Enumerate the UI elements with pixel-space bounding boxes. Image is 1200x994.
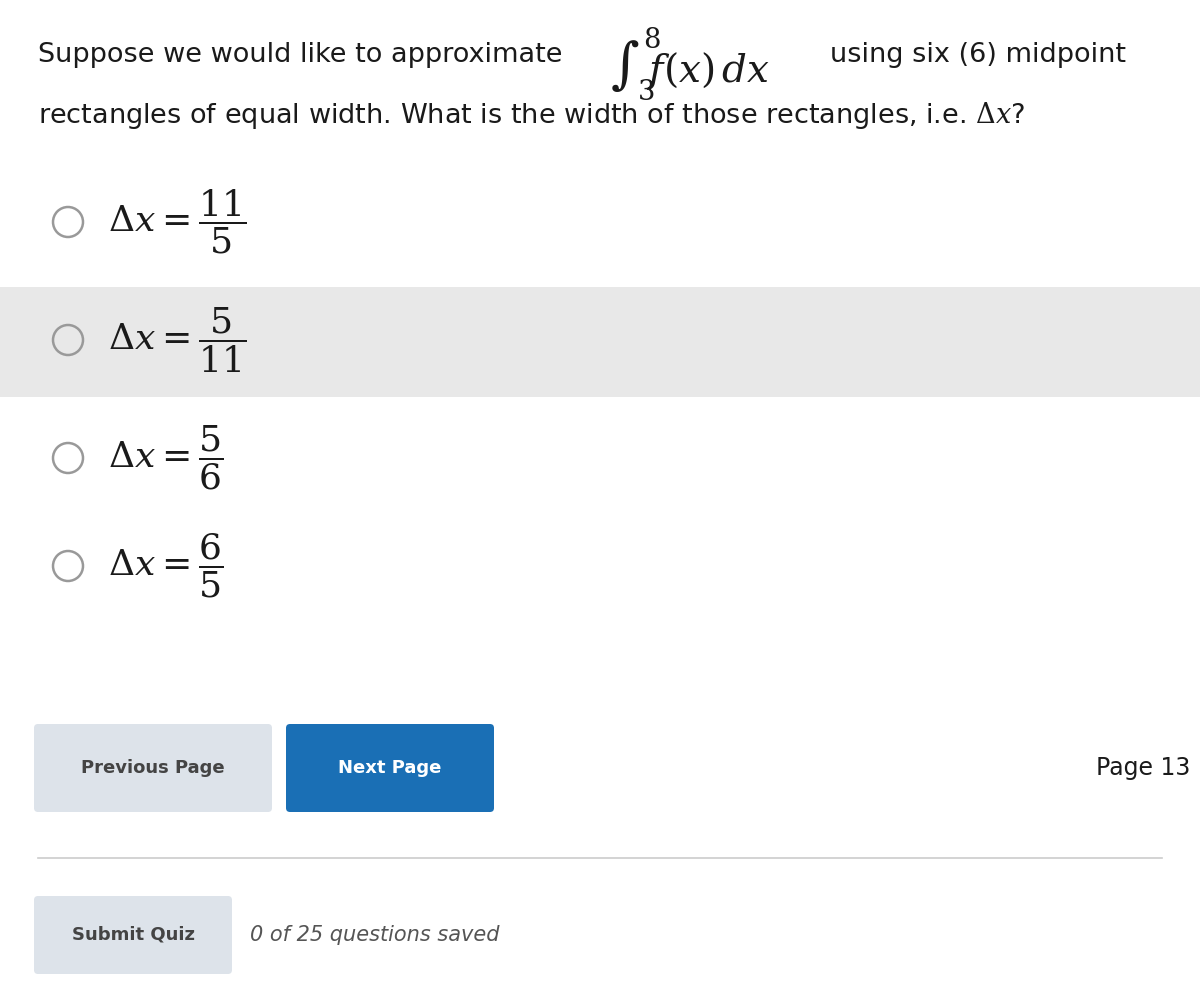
Text: Next Page: Next Page [338,759,442,777]
Text: Suppose we would like to approximate: Suppose we would like to approximate [38,42,563,68]
Text: Page 13: Page 13 [1096,756,1190,780]
FancyBboxPatch shape [0,287,1200,397]
Text: $\int_3^8\!\! f(x)\,dx$: $\int_3^8\!\! f(x)\,dx$ [610,26,770,102]
FancyBboxPatch shape [286,724,494,812]
Text: Previous Page: Previous Page [82,759,224,777]
Text: $\Delta x = \dfrac{6}{5}$: $\Delta x = \dfrac{6}{5}$ [108,532,223,600]
FancyBboxPatch shape [34,896,232,974]
Text: using six (6) midpoint: using six (6) midpoint [830,42,1126,68]
Text: rectangles of equal width. What is the width of those rectangles, i.e. $\Delta x: rectangles of equal width. What is the w… [38,100,1025,131]
FancyBboxPatch shape [34,724,272,812]
Text: $\Delta x = \dfrac{5}{11}$: $\Delta x = \dfrac{5}{11}$ [108,305,246,375]
Text: $\Delta x = \dfrac{5}{6}$: $\Delta x = \dfrac{5}{6}$ [108,423,223,492]
Text: 0 of 25 questions saved: 0 of 25 questions saved [250,925,499,945]
Text: Submit Quiz: Submit Quiz [72,926,194,944]
Text: $\Delta x = \dfrac{11}{5}$: $\Delta x = \dfrac{11}{5}$ [108,188,246,256]
